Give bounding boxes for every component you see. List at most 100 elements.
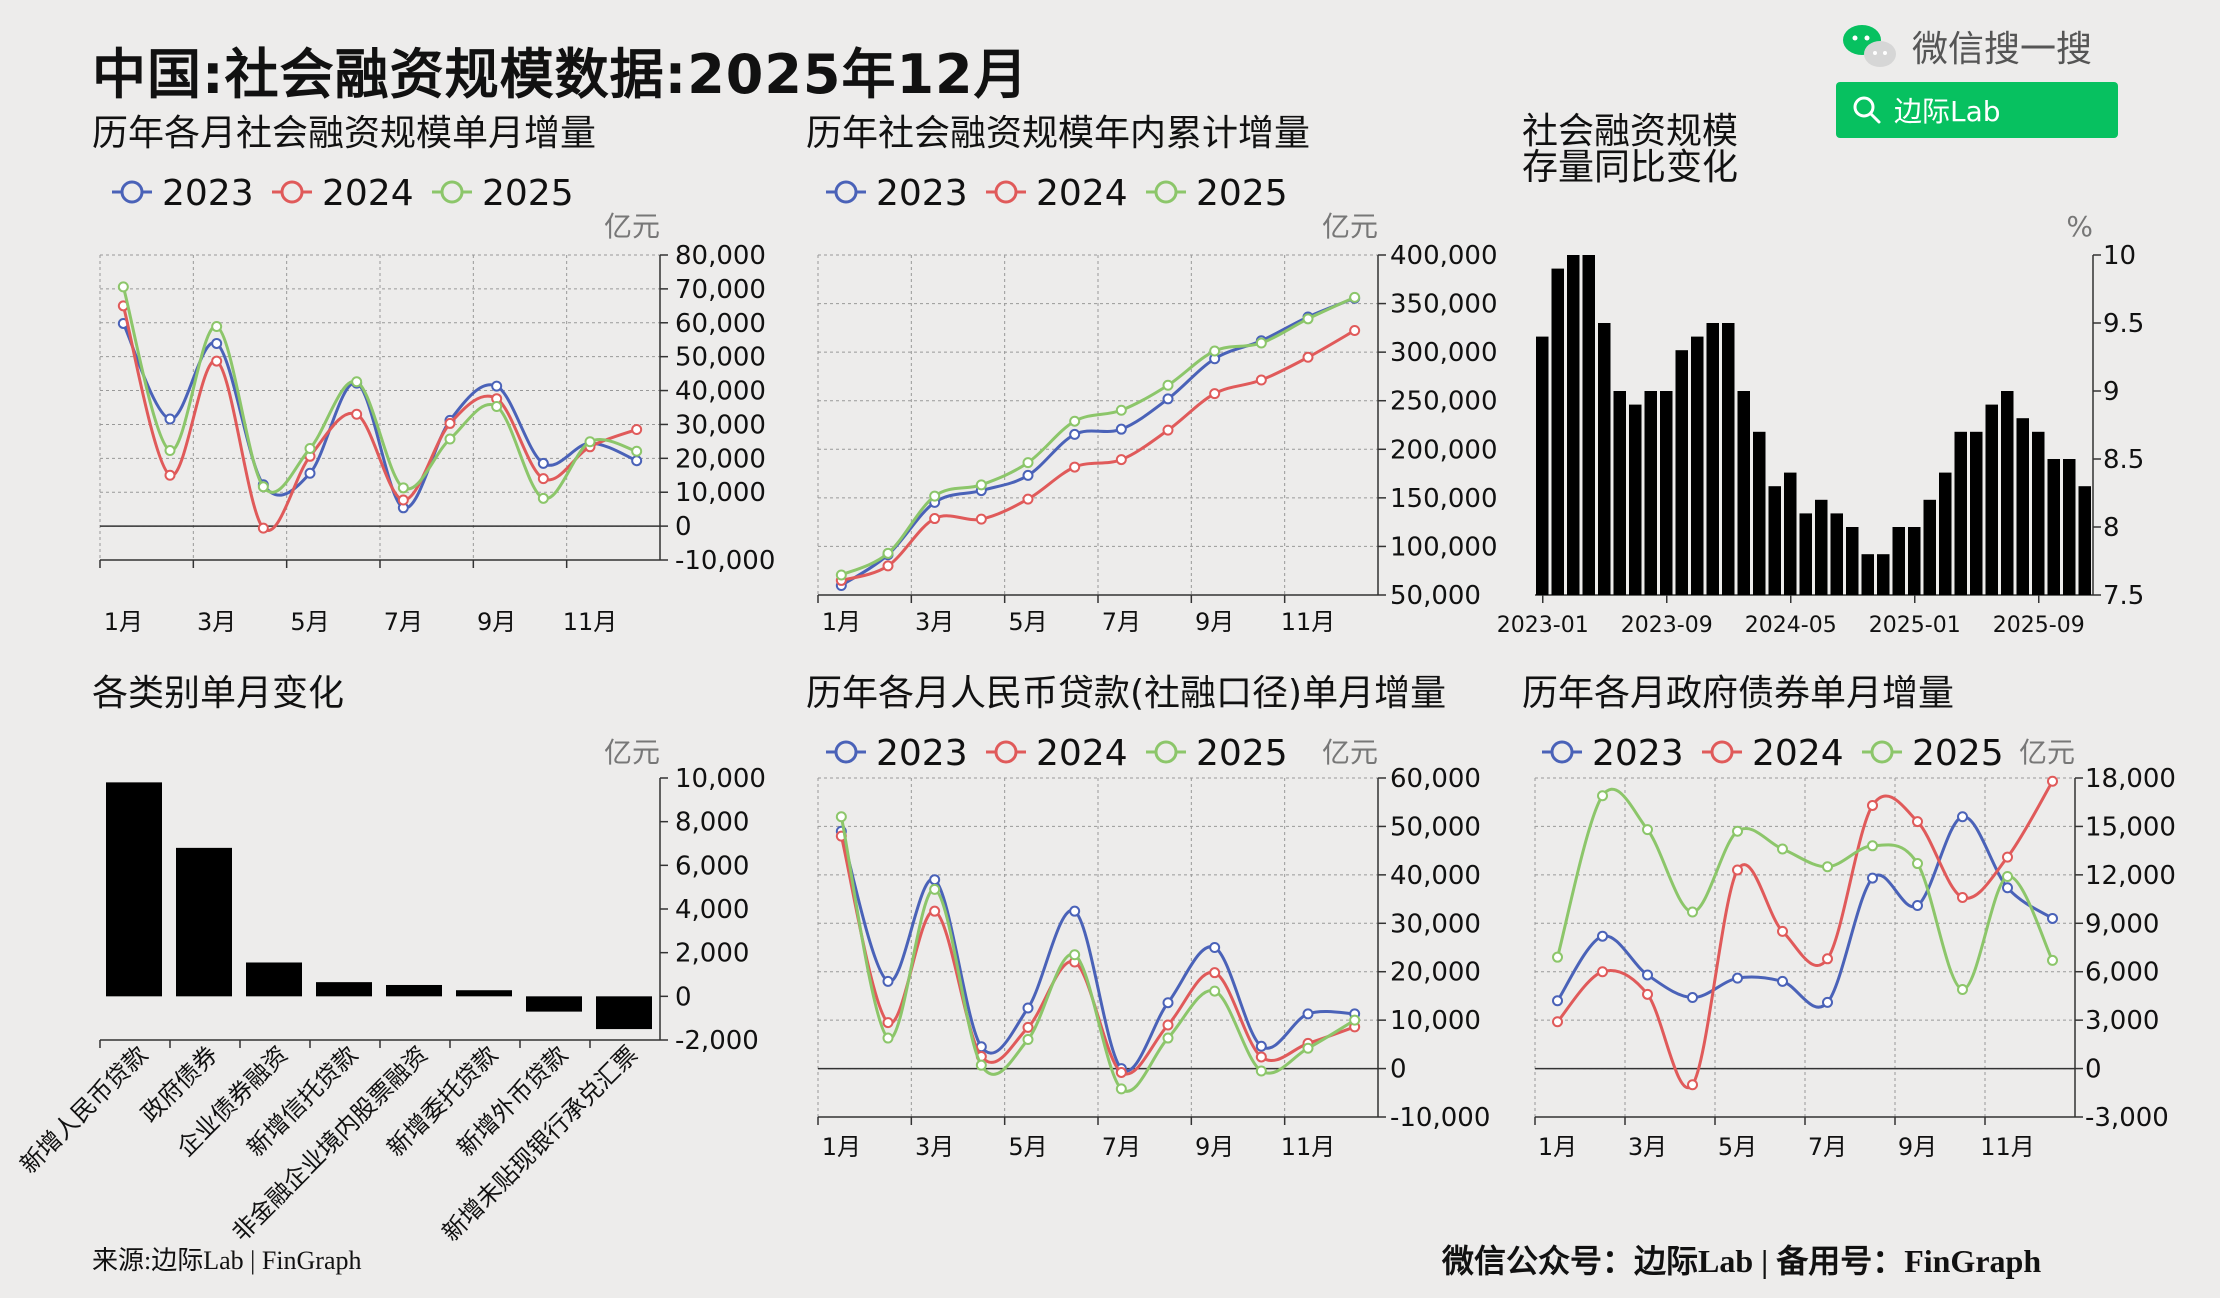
data-point-2025: [1115, 404, 1127, 416]
bar: [1706, 323, 1719, 595]
bar: [596, 996, 652, 1030]
data-point-2025: [1162, 1032, 1174, 1044]
y-tick-label: 10,000: [1390, 1006, 1481, 1036]
y-tick-label: 10,000: [675, 478, 766, 508]
bar: [1985, 404, 1998, 595]
legend-marker: [1710, 740, 1734, 764]
data-point-2024: [2047, 775, 2058, 787]
data-point-2023: [1069, 428, 1081, 440]
x-tick-label: 9月: [1898, 1133, 1937, 1161]
page-title: 中国:社会融资规模数据:2025年12月: [92, 43, 1029, 106]
bar: [1722, 323, 1735, 595]
data-point-2023: [164, 413, 176, 425]
data-point-2025: [1732, 825, 1743, 837]
bar: [1892, 527, 1905, 595]
y-tick-label: 2,000: [675, 939, 749, 969]
data-point-2023: [304, 467, 316, 479]
data-point-2025: [1642, 824, 1653, 836]
bar: [2032, 431, 2045, 595]
y-tick-label: 0: [1390, 1055, 1407, 1085]
y-tick-label: 20,000: [675, 444, 766, 474]
data-point-2025: [1209, 985, 1221, 997]
data-point-2025: [975, 1059, 987, 1071]
data-point-2024: [631, 424, 643, 436]
bar: [2047, 459, 2060, 595]
legend-marker: [1154, 180, 1178, 204]
series-line-2023: [839, 830, 1355, 1073]
legend-marker: [834, 740, 858, 764]
data-point-2024: [975, 513, 987, 525]
chart-title: 存量同比变化: [1522, 147, 1738, 188]
y-tick-label: 250,000: [1390, 387, 1498, 417]
bar: [1830, 513, 1843, 595]
data-point-2023: [1552, 995, 1563, 1007]
bar: [1737, 391, 1750, 595]
data-point-2023: [1255, 1040, 1267, 1052]
data-point-2025: [882, 1032, 894, 1044]
x-tick-label: 3月: [915, 608, 954, 636]
data-point-2025: [1302, 1042, 1314, 1054]
y-tick-label: -3,000: [2085, 1103, 2169, 1133]
x-tick-label: 11月: [1281, 608, 1336, 636]
data-point-2025: [164, 445, 176, 457]
data-point-2024: [1162, 424, 1174, 436]
unit-label: 亿元: [604, 736, 660, 769]
data-point-2025: [351, 376, 363, 388]
x-tick-label: 5月: [1008, 608, 1047, 636]
data-point-2023: [1732, 972, 1743, 984]
data-point-2025: [1912, 858, 1923, 870]
bar: [1691, 336, 1704, 595]
data-point-2025: [2002, 870, 2013, 882]
legend-label: 2024: [1036, 173, 1128, 214]
legend-label: 2025: [1196, 733, 1288, 774]
data-point-2023: [537, 457, 549, 469]
x-tick-label: 7月: [1808, 1133, 1847, 1161]
x-tick-label: 2023-09: [1621, 613, 1713, 638]
chart-title: 社会融资规模: [1522, 111, 1738, 152]
bar: [1753, 431, 1766, 595]
data-point-2025: [1349, 291, 1361, 303]
data-point-2024: [1255, 374, 1267, 386]
y-tick-label: 9,000: [2085, 909, 2159, 939]
x-tick-label: 9月: [1195, 608, 1234, 636]
search-button[interactable]: 边际Lab: [1836, 82, 2118, 138]
x-tick-label: 5月: [290, 608, 329, 636]
data-point-2024: [1302, 351, 1314, 363]
data-point-2025: [1255, 337, 1267, 349]
wechat-icon: [1843, 25, 1896, 67]
x-tick-label: 2023-01: [1497, 613, 1589, 638]
data-point-2025: [1867, 840, 1878, 852]
data-point-2025: [117, 281, 129, 293]
legend-marker: [1154, 740, 1178, 764]
bar: [1598, 323, 1611, 595]
y-tick-label: 300,000: [1390, 338, 1498, 368]
data-point-2025: [1162, 379, 1174, 391]
bar: [1954, 431, 1967, 595]
x-tick-label: 1月: [822, 1133, 861, 1161]
brand-label: 微信搜一搜: [1912, 29, 2093, 70]
bar: [1784, 472, 1797, 595]
search-button-label: 边际Lab: [1894, 95, 2001, 128]
series-line-2025: [1556, 787, 2054, 991]
bar: [1908, 527, 1921, 595]
bar: [1613, 391, 1626, 595]
y-tick-label: 30,000: [675, 410, 766, 440]
bar: [1629, 404, 1642, 595]
y-tick-label: 12,000: [2085, 861, 2176, 891]
data-point-2025: [929, 490, 941, 502]
legend-label: 2024: [1036, 733, 1128, 774]
legend-marker: [994, 740, 1018, 764]
data-point-2025: [1022, 457, 1034, 469]
legend-marker: [834, 180, 858, 204]
data-point-2025: [1069, 949, 1081, 961]
data-point-2025: [975, 479, 987, 491]
bar: [2063, 459, 2076, 595]
bar: [1567, 255, 1580, 595]
data-point-2023: [1687, 992, 1698, 1004]
legend-marker: [994, 180, 1018, 204]
chart-title: 历年各月政府债券单月增量: [1522, 673, 1954, 714]
